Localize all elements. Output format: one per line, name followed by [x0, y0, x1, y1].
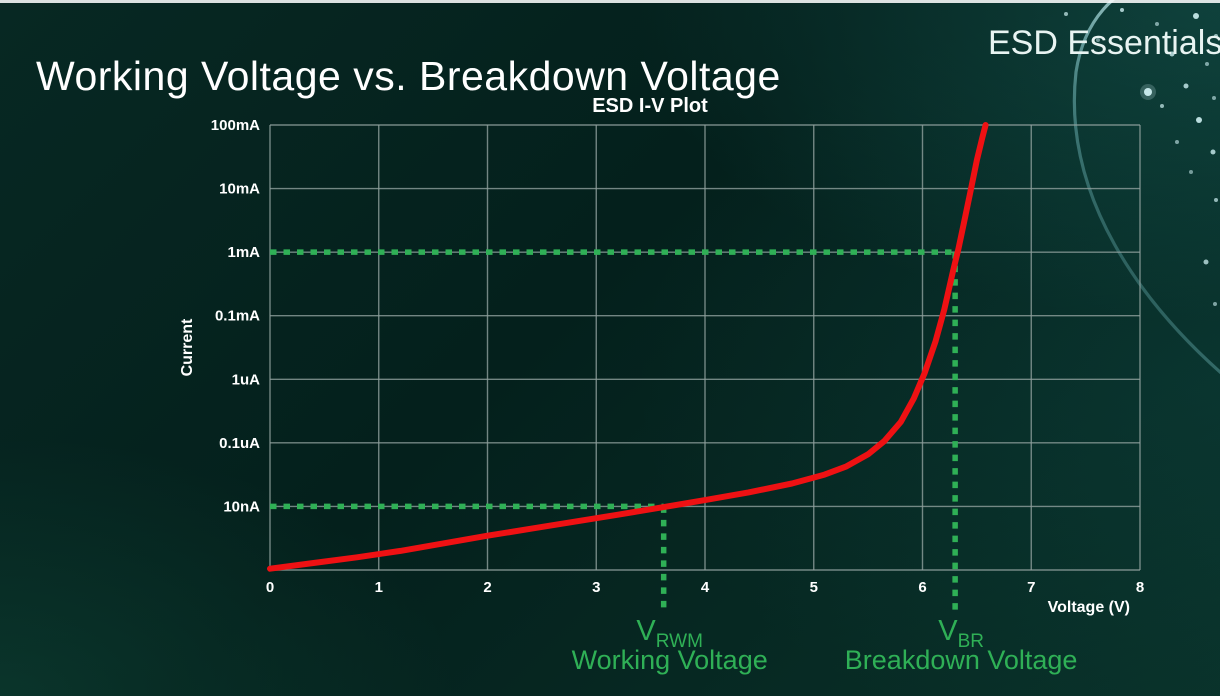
x-tick-label: 7	[1027, 579, 1035, 596]
x-tick-label: 2	[483, 579, 491, 596]
annotation-symbol-br: VBR	[938, 615, 984, 652]
y-tick-label: 100mA	[211, 117, 260, 134]
annotation-label-br: Breakdown Voltage	[845, 645, 1078, 675]
y-tick-label: 0.1mA	[215, 308, 260, 325]
annotation-symbol-rwm: VRWM	[636, 615, 702, 652]
chart-title: ESD I-V Plot	[592, 95, 708, 117]
x-tick-label: 5	[810, 579, 818, 596]
x-tick-label: 4	[701, 579, 710, 596]
iv-curve	[267, 122, 989, 572]
x-tick-label: 3	[592, 579, 600, 596]
x-axis-label: Voltage (V)	[1048, 599, 1130, 616]
y-tick-label: 10mA	[219, 181, 260, 198]
annotation-label-rwm: Working Voltage	[572, 645, 768, 675]
y-tick-label: 0.1uA	[219, 435, 260, 452]
x-tick-label: 6	[918, 579, 926, 596]
page-title: Working Voltage vs. Breakdown Voltage	[36, 53, 781, 100]
y-tick-label: 10nA	[223, 498, 260, 515]
brand-logo-text: ESD Essentials	[988, 24, 1220, 62]
decor-stars	[1064, 8, 1218, 306]
x-tick-label: 1	[375, 579, 383, 596]
y-axis-label: Current	[179, 318, 196, 376]
y-tick-label: 1uA	[232, 371, 261, 388]
y-tick-label: 1mA	[227, 244, 260, 261]
x-tick-label: 8	[1136, 579, 1144, 596]
x-tick-label: 0	[266, 579, 274, 596]
